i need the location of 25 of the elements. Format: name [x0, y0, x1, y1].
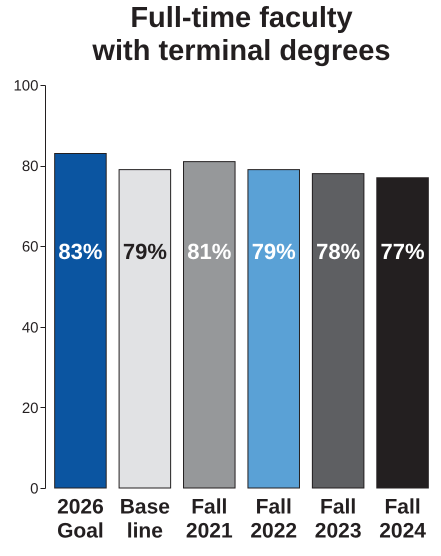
- bar: [247, 169, 300, 488]
- x-tick-label: 2026 Goal: [57, 496, 104, 542]
- data-label: 78%: [316, 239, 360, 264]
- data-label: 79%: [252, 239, 296, 264]
- data-label: 81%: [187, 239, 232, 264]
- x-tick-label: Fall 2021: [186, 496, 233, 542]
- bar: [118, 169, 172, 488]
- y-tick-label: 40: [22, 319, 38, 336]
- x-tick-label: Base line: [120, 496, 170, 542]
- y-tick-label: 20: [22, 400, 38, 417]
- y-tick-label: 100: [13, 78, 38, 94]
- bar: [54, 153, 107, 488]
- data-label: 79%: [122, 239, 167, 264]
- bar: [376, 177, 429, 488]
- y-tick-label: 0: [30, 480, 38, 498]
- x-tick-label: Fall 2024: [379, 496, 426, 542]
- y-tick-label: 80: [22, 158, 38, 176]
- bar: [183, 161, 236, 488]
- y-tick-label: 60: [22, 238, 38, 256]
- x-tick-label: Fall 2022: [250, 496, 298, 542]
- data-label: 77%: [380, 239, 425, 264]
- data-label: 83%: [58, 239, 102, 264]
- chart-title: Full-time faculty with terminal degrees: [91, 2, 391, 67]
- bar: [312, 173, 364, 488]
- x-tick-label: Fall 2023: [314, 496, 362, 542]
